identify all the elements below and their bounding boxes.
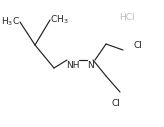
Text: CH$_3$: CH$_3$: [50, 14, 69, 26]
Text: Cl: Cl: [112, 99, 121, 108]
Text: H$_3$C: H$_3$C: [1, 16, 20, 28]
Text: NH: NH: [66, 61, 80, 70]
Text: HCl: HCl: [119, 13, 135, 22]
Text: N: N: [88, 61, 94, 70]
Text: Cl: Cl: [134, 42, 143, 51]
